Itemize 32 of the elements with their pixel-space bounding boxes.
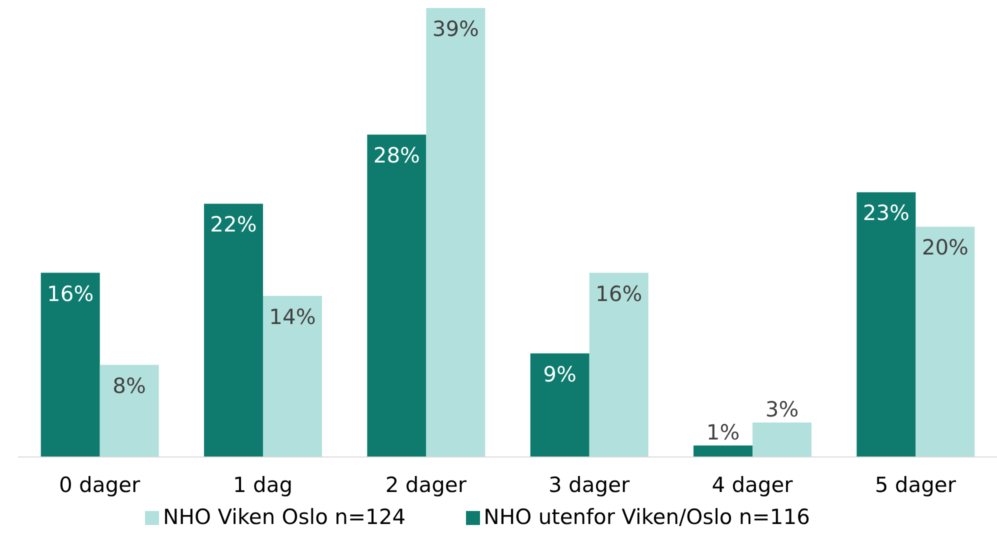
data-label: 8% <box>112 374 146 398</box>
data-label: 3% <box>765 397 799 422</box>
x-tick-label: 5 dager <box>874 472 956 497</box>
x-tick-label: 2 dager <box>385 472 467 497</box>
x-tick-label: 3 dager <box>548 472 630 497</box>
bar <box>589 272 648 457</box>
bar <box>100 364 159 457</box>
x-tick-label: 4 dager <box>712 472 794 497</box>
legend-label: NHO utenfor Viken/Oslo n=116 <box>484 505 810 529</box>
bar <box>694 445 753 457</box>
data-label: 9% <box>543 362 577 386</box>
x-tick-label: 1 dag <box>232 472 293 497</box>
data-label: 20% <box>922 236 969 260</box>
bar <box>916 226 975 457</box>
bar <box>752 422 812 457</box>
legend-label: NHO Viken Oslo n=124 <box>163 505 406 529</box>
bar <box>40 272 100 457</box>
bar <box>856 192 916 457</box>
data-label: 22% <box>210 212 257 237</box>
bar <box>204 204 264 457</box>
data-label: 39% <box>432 17 480 41</box>
data-label: 23% <box>862 201 910 226</box>
data-label: 1% <box>706 420 740 444</box>
bar <box>530 353 590 457</box>
data-label: 16% <box>596 282 642 306</box>
bar <box>426 8 486 457</box>
data-label: 28% <box>373 144 420 168</box>
data-label: 16% <box>47 282 94 306</box>
bar <box>263 296 322 457</box>
bar <box>367 134 426 457</box>
x-tick-label: 0 dager <box>59 472 141 497</box>
data-label: 14% <box>269 304 316 329</box>
